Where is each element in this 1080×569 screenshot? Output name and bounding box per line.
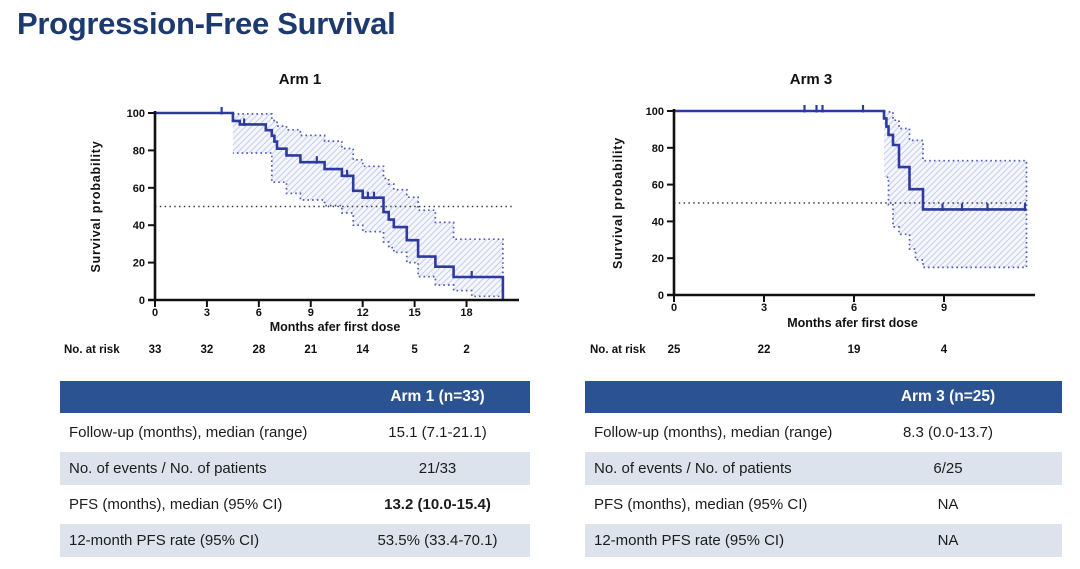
row-value: 8.3 (0.0-13.7) [902, 424, 994, 441]
at-risk-count: 28 [252, 344, 265, 356]
table-row: No. of events / No. of patients 21/33 [60, 452, 530, 485]
x-tick-label: 9 [941, 302, 947, 314]
y-axis-label: Survival probability [611, 137, 625, 269]
row-value: 15.1 (7.1-21.1) [388, 424, 487, 441]
table-header-row: Arm 1 (n=33) [60, 381, 530, 413]
x-tick-label: 15 [408, 307, 420, 319]
table-header-arm-label: Arm 1 (n=33) [390, 388, 485, 405]
row-value: 13.2 (10.0-15.4) [384, 496, 491, 513]
y-tick-label: 100 [646, 106, 664, 118]
y-tick-label: 60 [133, 183, 145, 195]
x-tick-label: 6 [256, 307, 262, 319]
y-axis-label: Survival probability [89, 140, 103, 272]
y-tick-label: 20 [133, 258, 145, 270]
at-risk-count: 22 [758, 344, 771, 356]
row-value: NA [937, 532, 959, 549]
table-header-row: Arm 3 (n=25) [585, 381, 1062, 413]
at-risk-count: 21 [304, 344, 317, 356]
x-tick-label: 9 [308, 307, 314, 319]
table-row: Follow-up (months), median (range) 15.1 … [60, 416, 530, 449]
at-risk-count: 33 [149, 344, 162, 356]
at-risk-count: 25 [668, 344, 681, 356]
x-tick-label: 3 [204, 307, 210, 319]
chart-title: Arm 3 [790, 71, 833, 88]
row-value: 53.5% (33.4-70.1) [377, 532, 498, 549]
y-tick-label: 80 [652, 143, 664, 155]
km-curve [674, 109, 1027, 211]
at-risk-count: 32 [201, 344, 214, 356]
y-tick-label: 40 [133, 220, 145, 232]
row-value: NA [937, 496, 959, 513]
summary-table-arm1: Arm 1 (n=33) Follow-up (months), median … [60, 381, 530, 557]
table-row: PFS (months), median (95% CI) 13.2 (10.0… [60, 488, 530, 521]
at-risk-count: 5 [411, 344, 418, 356]
at-risk-label: No. at risk [590, 344, 646, 356]
table-header-arm-label: Arm 3 (n=25) [900, 388, 996, 405]
summary-table-arm3: Arm 3 (n=25) Follow-up (months), median … [585, 381, 1062, 557]
y-tick-label: 20 [652, 253, 664, 265]
y-tick-label: 60 [652, 180, 664, 192]
x-tick-label: 18 [460, 307, 472, 319]
table-row: Follow-up (months), median (range) 8.3 (… [585, 416, 1062, 449]
at-risk-count: 19 [848, 344, 861, 356]
table-row: 12-month PFS rate (95% CI) 53.5% (33.4-7… [60, 524, 530, 557]
row-label: PFS (months), median (95% CI) [594, 496, 808, 513]
row-label: Follow-up (months), median (range) [594, 424, 833, 441]
x-tick-label: 3 [761, 302, 767, 314]
at-risk-count: 14 [356, 344, 369, 356]
x-axis-label: Months afer first dose [787, 316, 918, 330]
row-value: 21/33 [418, 460, 457, 477]
x-tick-label: 6 [851, 302, 857, 314]
slide-title: Progression-Free Survival [17, 6, 396, 41]
y-tick-label: 0 [658, 290, 664, 302]
row-label: No. of events / No. of patients [69, 460, 267, 477]
table-row: No. of events / No. of patients 6/25 [585, 452, 1062, 485]
ci-band-hatch [884, 111, 1027, 268]
at-risk-label: No. at risk [64, 344, 120, 356]
km-curve [155, 111, 505, 300]
x-tick-label: 12 [357, 307, 369, 319]
table-row: PFS (months), median (95% CI) NA [585, 488, 1062, 521]
at-risk-count: 4 [941, 344, 948, 356]
x-tick-label: 0 [152, 307, 158, 319]
table-row: 12-month PFS rate (95% CI) NA [585, 524, 1062, 557]
row-label: No. of events / No. of patients [594, 460, 792, 477]
at-risk-count: 2 [463, 344, 469, 356]
y-tick-label: 100 [127, 108, 145, 120]
row-label: 12-month PFS rate (95% CI) [69, 532, 260, 549]
row-label: Follow-up (months), median (range) [69, 424, 308, 441]
chart-title: Arm 1 [279, 71, 322, 88]
x-axis-label: Months afer first dose [270, 320, 401, 334]
row-value: 6/25 [933, 460, 963, 477]
row-label: PFS (months), median (95% CI) [69, 496, 283, 513]
y-tick-label: 80 [133, 145, 145, 157]
ci-dotted-outline [232, 113, 504, 298]
y-tick-label: 40 [652, 216, 664, 228]
row-label: 12-month PFS rate (95% CI) [594, 532, 785, 549]
x-tick-label: 0 [671, 302, 677, 314]
y-tick-label: 0 [139, 295, 145, 307]
ci-dotted-outline [884, 111, 1028, 269]
